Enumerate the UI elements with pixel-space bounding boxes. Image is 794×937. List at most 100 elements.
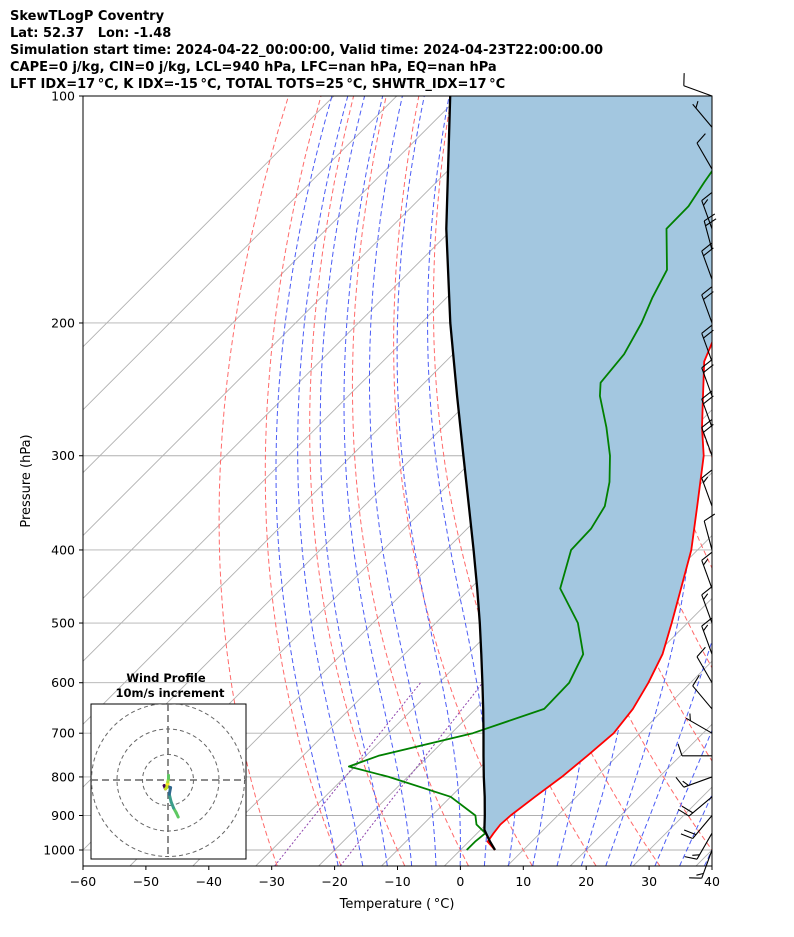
isotherm-line	[83, 96, 523, 537]
wind-barb-staff	[703, 520, 713, 551]
wind-barb-feather	[701, 617, 712, 627]
y-tick-label: 400	[51, 542, 75, 557]
wind-barb-staff	[696, 656, 713, 684]
wind-barb-feather	[695, 100, 699, 109]
chart-title: SkewTLogP Coventry	[10, 9, 165, 24]
moist-adiabat-line	[703, 848, 712, 866]
wind-barb-staff	[696, 142, 713, 170]
moist-adiabat-line	[654, 729, 712, 866]
wind-barb-feather	[682, 780, 689, 786]
wind-barb-staff	[703, 220, 713, 251]
wind-barb	[677, 796, 713, 817]
x-tick-label: −40	[196, 874, 222, 889]
y-tick-label: 100	[51, 89, 75, 104]
wind-barb-feather	[703, 291, 714, 300]
hodograph-subtitle: 10m/s increment	[116, 686, 225, 700]
dry-adiabat-line	[745, 96, 794, 866]
y-axis-label: Pressure (hPa)	[19, 434, 34, 527]
wind-barb	[692, 674, 713, 710]
isotherm-line	[83, 96, 398, 411]
x-tick-label: 30	[641, 874, 657, 889]
wind-barb	[689, 849, 713, 879]
wind-barb-feather	[701, 192, 712, 202]
x-tick-label: −20	[321, 874, 347, 889]
wind-barb-staff	[701, 625, 713, 655]
wind-barb-feather	[675, 776, 685, 788]
dry-adiabat-line	[777, 96, 794, 866]
wind-barb	[701, 469, 713, 507]
wind-barb-feather	[703, 199, 709, 206]
wind-barb	[703, 513, 716, 551]
wind-barb-feather	[703, 624, 709, 632]
wind-barb-staff	[701, 398, 713, 428]
hodograph-trace	[162, 773, 180, 819]
wind-barb	[701, 192, 713, 229]
wind-barb-staff	[701, 427, 713, 456]
wind-barb-feather	[701, 390, 712, 400]
moist-adiabat-line	[369, 96, 437, 866]
moist-adiabat-line	[343, 96, 413, 866]
wind-barb	[696, 133, 713, 170]
wind-barb-staff	[692, 685, 713, 710]
wind-barb-feather	[680, 833, 693, 839]
dewpoint-profile-line	[347, 169, 712, 851]
x-tick-label: 0	[456, 874, 464, 889]
dry-adiabat-line	[711, 96, 712, 103]
wind-barb-feather	[703, 364, 714, 373]
wind-barb	[684, 832, 713, 860]
wind-barb	[703, 213, 717, 251]
wind-barb	[701, 390, 714, 428]
wind-barb-staff	[701, 333, 713, 362]
wind-barb-feather	[696, 133, 706, 144]
location-coordinates: Lat: 52.37 Lon: -1.48	[10, 26, 172, 41]
x-tick-label: 20	[578, 874, 594, 889]
wind-barb-feather	[703, 593, 709, 600]
wind-barb-feather	[701, 586, 712, 596]
temperature-profile-line	[486, 340, 712, 851]
wind-barb-feather	[701, 325, 712, 334]
wind-barb	[683, 73, 713, 97]
dry-adiabat-line	[351, 96, 469, 866]
isotherm-line	[318, 471, 712, 866]
x-tick-label: −60	[70, 874, 96, 889]
convective-parameters: CAPE=0 j/kg, CIN=0 j/kg, LCL=940 hPa, LF…	[10, 60, 497, 75]
wind-barb-feather	[705, 218, 717, 227]
parcel-profile-line	[445, 96, 496, 851]
wind-barb-staff	[701, 594, 713, 624]
wind-barb	[677, 743, 712, 757]
moist-adiabat-line	[679, 793, 712, 866]
moist-adiabat-line	[297, 96, 364, 866]
moist-adiabat-line	[427, 96, 488, 866]
y-tick-label: 600	[51, 675, 75, 690]
wind-barb	[701, 617, 713, 655]
wind-barb-feather	[703, 476, 709, 484]
wind-barb	[701, 286, 714, 324]
wind-barb-staff	[701, 560, 713, 589]
wind-barb-staff	[701, 250, 713, 280]
stability-indices: LFT IDX=17 °C, K IDX=-15 °C, TOTAL TOTS=…	[10, 77, 506, 92]
y-tick-label: 700	[51, 726, 75, 741]
x-axis-label: Temperature ( °C)	[339, 897, 455, 912]
x-tick-label: −30	[259, 874, 285, 889]
wind-barb-feather	[701, 359, 712, 369]
wind-barb	[696, 646, 713, 684]
wind-barb-feather	[703, 513, 716, 522]
wind-barb	[692, 100, 713, 128]
x-tick-label: 40	[704, 874, 720, 889]
wind-barb-feather	[701, 552, 712, 561]
cin-shaded-area	[446, 96, 712, 850]
wind-barb-feather	[696, 646, 706, 658]
dry-adiabat-line	[309, 96, 406, 866]
isotherm-line	[569, 723, 712, 866]
mixing-ratio-line	[274, 682, 421, 866]
wind-barb-staff	[701, 367, 713, 397]
profile-lines	[347, 96, 712, 851]
wind-barb-staff	[683, 85, 713, 97]
wind-barb	[701, 359, 714, 397]
wind-barb-feather	[703, 213, 716, 222]
axes: −60 −50 −40 −30 −20 −10 0 10 20 30 40 100 200 300 400 5…	[43, 89, 720, 890]
wind-barb	[685, 713, 713, 734]
hodograph-title: Wind Profile	[126, 671, 206, 685]
wind-barb-feather	[696, 872, 704, 876]
